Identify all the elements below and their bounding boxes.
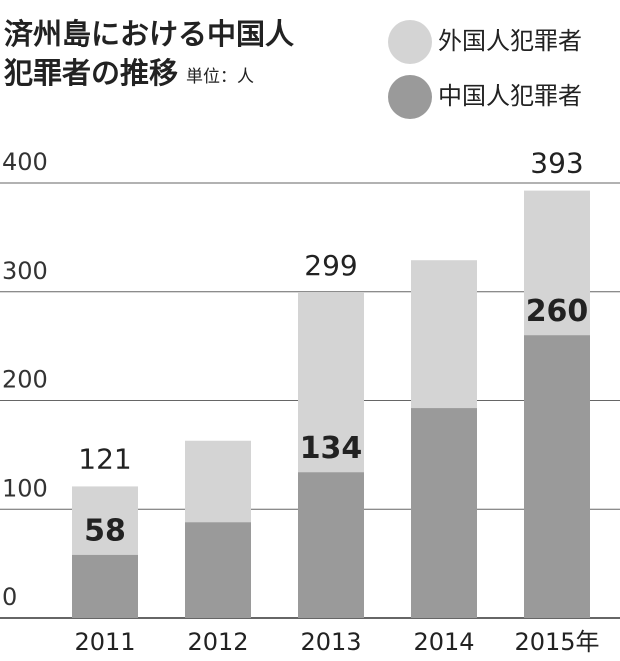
data-label: 121 bbox=[78, 442, 131, 475]
y-tick-label: 0 bbox=[2, 583, 17, 611]
bar bbox=[72, 554, 138, 618]
y-tick-label: 300 bbox=[2, 257, 48, 285]
data-label: 393 bbox=[530, 147, 583, 180]
bar bbox=[411, 408, 477, 618]
y-tick-label: 100 bbox=[2, 474, 48, 502]
x-tick-label: 2012 bbox=[187, 628, 248, 656]
legend-label: 中国人犯罪者 bbox=[438, 82, 582, 110]
bar bbox=[524, 335, 590, 618]
chart-title: 済州島における中国人 bbox=[4, 17, 294, 51]
data-label: 260 bbox=[526, 294, 589, 329]
x-tick-label: 2011 bbox=[74, 628, 135, 656]
x-tick-label: 2013 bbox=[300, 628, 361, 656]
unit-label: 単位：人 bbox=[186, 67, 254, 87]
y-tick-label: 400 bbox=[2, 148, 48, 176]
data-label: 134 bbox=[300, 431, 363, 466]
chart-title: 犯罪者の推移 bbox=[4, 56, 178, 90]
legend-label: 外国人犯罪者 bbox=[438, 27, 582, 55]
data-label: 58 bbox=[84, 513, 126, 548]
x-tick-label: 2014 bbox=[413, 628, 474, 656]
x-tick-label: 2015年 bbox=[514, 628, 599, 656]
y-tick-label: 200 bbox=[2, 366, 48, 394]
bar bbox=[185, 522, 251, 618]
bar bbox=[298, 472, 364, 618]
data-label: 299 bbox=[304, 249, 357, 282]
legend-swatch bbox=[388, 20, 432, 64]
legend-swatch bbox=[388, 75, 432, 119]
